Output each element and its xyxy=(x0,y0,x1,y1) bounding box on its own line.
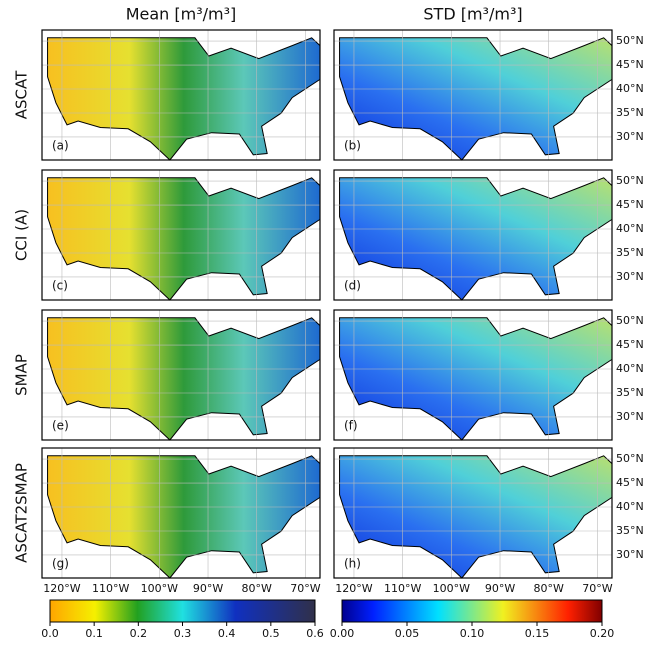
colorbar xyxy=(49,599,316,623)
panel-frame xyxy=(41,447,321,579)
lat-tick-label: 40°N xyxy=(616,82,644,95)
lon-tick-label: 80°W xyxy=(242,582,272,595)
colorbar-tick-label: 0.15 xyxy=(525,627,550,640)
lon-tick-label: 120°W xyxy=(43,582,80,595)
lat-tick-label: 35°N xyxy=(616,524,644,537)
row-label: ASCAT2SMAP xyxy=(13,463,31,563)
lat-tick-label: 50°N xyxy=(616,452,644,465)
lat-tick-label: 40°N xyxy=(616,362,644,375)
lat-tick-label: 45°N xyxy=(616,338,644,351)
lat-tick-label: 30°N xyxy=(616,130,644,143)
colorbar-tick-label: 0.05 xyxy=(395,627,420,640)
colorbar-tick-label: 0.5 xyxy=(262,627,280,640)
colorbar-tick-label: 0.20 xyxy=(590,627,615,640)
lat-tick-label: 30°N xyxy=(616,548,644,561)
panel-frame xyxy=(333,309,613,441)
row-label: SMAP xyxy=(13,354,31,396)
lon-tick-label: 120°W xyxy=(335,582,372,595)
panel-frame xyxy=(333,169,613,301)
panel-frame xyxy=(333,447,613,579)
panel-label: (d) xyxy=(344,279,361,293)
lat-tick-label: 50°N xyxy=(616,314,644,327)
colorbar-tick-label: 0.10 xyxy=(460,627,485,640)
panel-label: (h) xyxy=(344,557,361,571)
lat-tick-label: 45°N xyxy=(616,476,644,489)
land-field xyxy=(339,37,613,161)
lat-tick-label: 45°N xyxy=(616,58,644,71)
panel-label: (e) xyxy=(52,419,69,433)
row-label: ASCAT xyxy=(13,70,31,119)
lon-tick-label: 70°W xyxy=(582,582,612,595)
lat-tick-label: 35°N xyxy=(616,106,644,119)
land-field xyxy=(47,177,321,301)
lat-tick-label: 35°N xyxy=(616,246,644,259)
lon-tick-label: 100°W xyxy=(141,582,178,595)
panel-label: (b) xyxy=(344,139,361,153)
land-field xyxy=(47,37,321,161)
lon-tick-label: 80°W xyxy=(534,582,564,595)
land-field xyxy=(339,455,613,579)
colorbar-tick-label: 0.00 xyxy=(330,627,355,640)
lon-tick-label: 100°W xyxy=(433,582,470,595)
colorbar-tick-label: 0.0 xyxy=(41,627,59,640)
panel-frame xyxy=(41,29,321,161)
lat-tick-label: 50°N xyxy=(616,174,644,187)
lon-tick-label: 70°W xyxy=(290,582,320,595)
panel-frame xyxy=(41,309,321,441)
panel-label: (f) xyxy=(344,419,358,433)
lat-tick-label: 40°N xyxy=(616,500,644,513)
colorbar-tick-label: 0.3 xyxy=(174,627,192,640)
lat-tick-label: 35°N xyxy=(616,386,644,399)
lat-tick-label: 40°N xyxy=(616,222,644,235)
lat-tick-label: 45°N xyxy=(616,198,644,211)
panel-label: (c) xyxy=(52,279,68,293)
colorbar-tick-label: 0.1 xyxy=(85,627,103,640)
colorbar-tick-label: 0.2 xyxy=(130,627,148,640)
land-field xyxy=(47,317,321,441)
lat-tick-label: 50°N xyxy=(616,34,644,47)
row-label: CCI (A) xyxy=(13,209,31,261)
colorbar xyxy=(341,599,603,623)
lon-tick-label: 110°W xyxy=(384,582,421,595)
column-title: STD [m³/m³] xyxy=(423,5,522,24)
lat-tick-label: 30°N xyxy=(616,410,644,423)
lat-tick-label: 30°N xyxy=(616,270,644,283)
panel-label: (a) xyxy=(52,139,69,153)
lon-tick-label: 90°W xyxy=(485,582,515,595)
panel-frame xyxy=(41,169,321,301)
colorbar-tick-label: 0.6 xyxy=(306,627,324,640)
land-field xyxy=(339,177,613,301)
lon-tick-label: 90°W xyxy=(193,582,223,595)
colorbar-tick-label: 0.4 xyxy=(218,627,236,640)
land-field xyxy=(339,317,613,441)
lon-tick-label: 110°W xyxy=(92,582,129,595)
panel-label: (g) xyxy=(52,557,69,571)
panel-frame xyxy=(333,29,613,161)
column-title: Mean [m³/m³] xyxy=(126,5,237,24)
land-field xyxy=(47,455,321,579)
